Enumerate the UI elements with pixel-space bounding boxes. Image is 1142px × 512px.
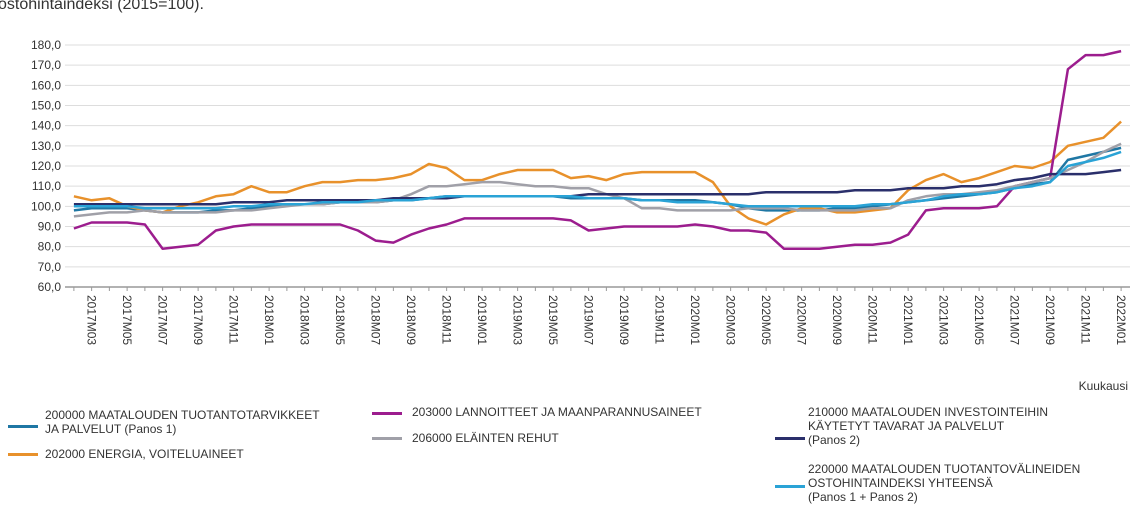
- x-tick-label: 2020M01: [688, 295, 702, 345]
- x-tick-label: 2017M11: [227, 295, 241, 344]
- x-tick-label: 2018M01: [262, 295, 276, 345]
- x-tick-label: 2017M09: [191, 295, 205, 345]
- y-tick-label: 130,0: [31, 139, 61, 153]
- x-tick-label: 2018M09: [404, 295, 418, 345]
- legend-swatch: [372, 437, 402, 440]
- x-tick-label: 2021M07: [1008, 295, 1022, 345]
- y-tick-label: 140,0: [31, 119, 61, 133]
- y-tick-label: 150,0: [31, 99, 61, 113]
- x-tick-label: 2018M07: [369, 295, 383, 345]
- legend-label: 202000 ENERGIA, VOITELUAINEET: [45, 447, 244, 461]
- y-tick-label: 170,0: [31, 58, 61, 72]
- x-tick-label: 2018M11: [440, 295, 454, 344]
- x-tick-label: 2021M01: [901, 295, 915, 345]
- legend-swatch: [775, 437, 805, 440]
- series-line: [73, 142, 1122, 218]
- x-tick-label: 2017M05: [120, 295, 134, 345]
- y-tick-label: 160,0: [31, 78, 61, 92]
- legend-swatch: [775, 485, 805, 488]
- x-tick-label: 2020M05: [759, 295, 773, 345]
- x-tick-label: 2019M03: [511, 295, 525, 345]
- x-tick-label: 2021M05: [972, 295, 986, 345]
- legend-swatch: [8, 425, 38, 428]
- x-tick-label: 2020M11: [866, 295, 880, 344]
- y-tick-label: 110,0: [32, 179, 61, 193]
- x-tick-label: 2021M09: [1043, 295, 1057, 345]
- x-tick-label: 2020M07: [795, 295, 809, 345]
- legend-label: 200000 MAATALOUDEN TUOTANTOTARVIKKEET JA…: [45, 408, 320, 436]
- y-tick-label: 60,0: [38, 280, 62, 294]
- x-tick-label: 2021M11: [1079, 295, 1093, 344]
- legend-label: 203000 LANNOITTEET JA MAANPARANNUSAINEET: [412, 405, 702, 419]
- x-axis-label: Kuukausi: [1079, 379, 1128, 393]
- x-tick-label: 2020M09: [830, 295, 844, 345]
- y-tick-label: 180,0: [31, 38, 61, 52]
- y-tick-label: 90,0: [38, 220, 62, 234]
- legend-swatch: [8, 453, 38, 456]
- x-tick-label: 2018M03: [298, 295, 312, 345]
- y-tick-label: 70,0: [38, 260, 62, 274]
- series-line: [73, 150, 1122, 210]
- series-line: [73, 168, 1122, 206]
- x-tick-label: 2019M11: [653, 295, 667, 344]
- legend-label: 220000 MAATALOUDEN TUOTANTOVÄLINEIDEN OS…: [808, 462, 1081, 504]
- legend-swatch: [372, 412, 402, 415]
- series-line: [73, 49, 1122, 250]
- y-tick-label: 80,0: [38, 240, 62, 254]
- x-tick-label: 2019M07: [582, 295, 596, 345]
- legend-label: 206000 ELÄINTEN REHUT: [412, 431, 559, 445]
- x-tick-label: 2017M07: [156, 295, 170, 345]
- x-tick-label: 2017M03: [85, 295, 99, 345]
- x-tick-label: 2019M05: [546, 295, 560, 345]
- x-tick-label: 2018M05: [333, 295, 347, 345]
- chart-title: ostohintaindeksi (2015=100).: [0, 0, 204, 13]
- y-tick-label: 100,0: [31, 199, 61, 213]
- legend-label: 210000 MAATALOUDEN INVESTOINTEIHIN KÄYTE…: [808, 405, 1049, 447]
- series-line: [73, 120, 1122, 226]
- x-tick-label: 2022M01: [1114, 295, 1128, 345]
- x-tick-label: 2019M01: [475, 295, 489, 345]
- x-tick-label: 2021M03: [937, 295, 951, 345]
- y-tick-label: 120,0: [31, 159, 61, 173]
- x-tick-label: 2019M09: [617, 295, 631, 345]
- x-tick-label: 2020M03: [724, 295, 738, 345]
